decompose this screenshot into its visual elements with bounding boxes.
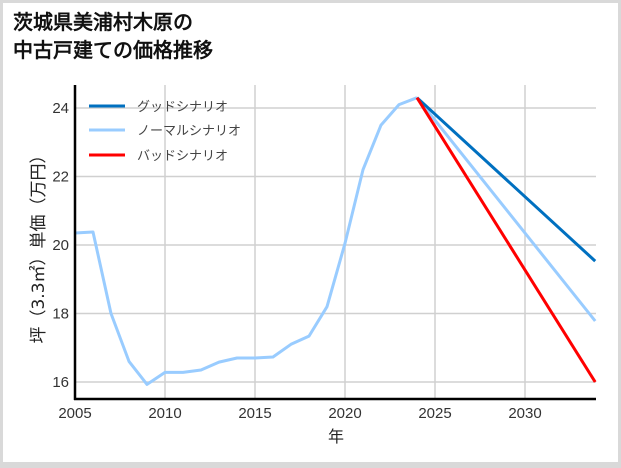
- axes: [73, 85, 596, 401]
- y-tick-label: 22: [52, 169, 69, 186]
- y-axis-label: 坪（3.3㎡）単価（万円）: [29, 146, 49, 343]
- y-tick-label: 18: [52, 306, 69, 323]
- series-line: [74, 96, 418, 386]
- chart-title-line2: 中古戸建ての価格推移: [13, 38, 213, 62]
- series-line: [415, 96, 597, 263]
- y-tick-label: 20: [52, 237, 69, 254]
- chart-title-line1: 茨城県美浦村木原の: [13, 10, 193, 34]
- x-axis-label: 年: [328, 427, 344, 446]
- x-tick-label: 2005: [58, 405, 91, 422]
- x-tick-label: 2010: [148, 405, 181, 422]
- x-tick-label: 2030: [508, 405, 541, 422]
- legend-normal-label: ノーマルシナリオ: [137, 124, 241, 139]
- y-tick-label: 24: [52, 100, 69, 117]
- x-tick-label: 2020: [328, 405, 361, 422]
- x-tick-label: 2015: [238, 405, 271, 422]
- series-line: [415, 96, 597, 322]
- series-line: [415, 96, 597, 383]
- legend-bad-label: バッドシナリオ: [137, 149, 228, 164]
- grid-lines: [75, 85, 596, 399]
- data-series: [74, 96, 597, 386]
- y-tick-label: 16: [52, 374, 69, 391]
- legend: グッドシナリオ ノーマルシナリオ バッドシナリオ: [89, 100, 241, 164]
- tick-labels: 2005 2010 2015 2020 2025 2030 16 18 20 22 24: [52, 100, 541, 422]
- legend-good-label: グッドシナリオ: [137, 100, 228, 115]
- x-tick-label: 2025: [418, 405, 451, 422]
- chart-title: 茨城県美浦村木原の 中古戸建ての価格推移: [13, 8, 213, 64]
